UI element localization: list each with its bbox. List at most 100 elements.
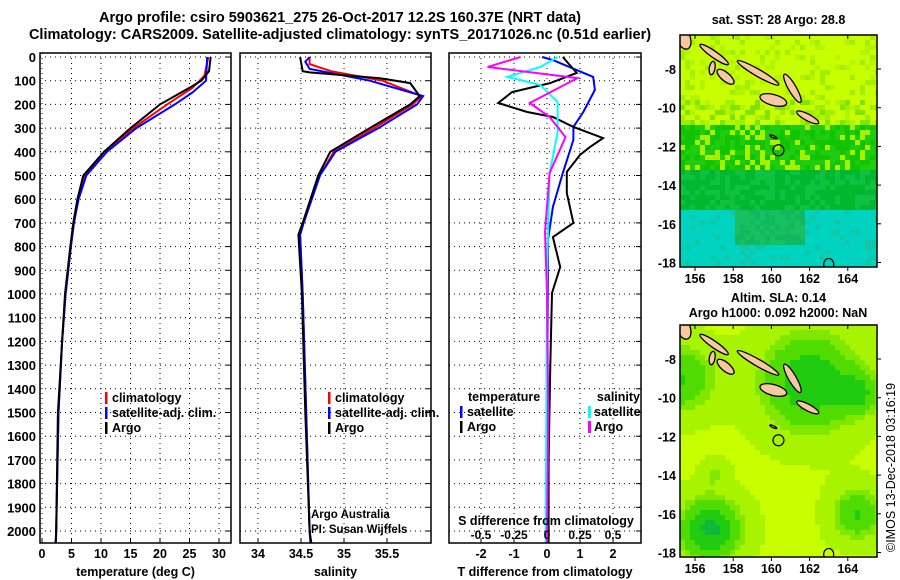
map-cell [730,65,736,71]
lon-tick-label: 164 [837,272,858,286]
map-cell [700,530,706,536]
map-cell [760,465,766,471]
sst-map [679,34,881,271]
map-cell [875,415,877,421]
map-cell [855,535,861,541]
map-cell [700,550,706,556]
map-cell [745,225,751,231]
map-cell [830,330,836,336]
map-cell [760,380,766,386]
map-cell [765,230,771,236]
map-cell [690,375,696,381]
map-cell [820,140,826,146]
map-cell [840,145,846,151]
map-cell [860,40,866,46]
map-cell [850,435,856,441]
map-cell [690,60,696,66]
map-cell [690,90,696,96]
map-cell [855,485,861,491]
map-cell [730,400,736,406]
map-cell [700,345,706,351]
map-cell [775,470,781,476]
map-cell [705,180,711,186]
map-cell [815,145,821,151]
map-cell [705,520,711,526]
map-cell [875,520,877,526]
map-cell [685,425,691,431]
map-cell [700,100,706,106]
map-cell [785,230,791,236]
map-cell [685,175,691,181]
map-cell [755,180,761,186]
map-cell [700,325,706,331]
map-cell [780,525,786,531]
x-tick-label: 1 [577,547,584,561]
map-cell [760,445,766,451]
map-cell [760,410,766,416]
map-cell [725,375,731,381]
map-cell [770,465,776,471]
map-cell [835,500,841,506]
map-cell [690,505,696,511]
map-cell [695,35,701,41]
map-cell [750,170,756,176]
map-cell [680,375,686,381]
map-cell [735,185,741,191]
map-cell [870,85,876,91]
map-cell [685,360,691,366]
map-cell [735,100,741,106]
map-cell [695,355,701,361]
map-cell [735,410,741,416]
map-cell [780,540,786,546]
map-cell [805,85,811,91]
map-cell [825,110,831,116]
map-cell [740,235,746,241]
map-cell [780,75,786,81]
map-cell [805,130,811,136]
map-cell [770,355,776,361]
map-cell [805,495,811,501]
map-cell [685,135,691,141]
map-cell [745,545,751,551]
map-cell [825,340,831,346]
map-cell [865,95,871,101]
map-cell [860,205,866,211]
map-cell [730,375,736,381]
map-cell [865,165,871,171]
map-cell [710,515,716,521]
map-cell [810,200,816,206]
map-cell [860,105,866,111]
map-cell [780,165,786,171]
map-cell [745,550,751,556]
map-cell [820,360,826,366]
map-cell [850,190,856,196]
map-cell [855,40,861,46]
map-cell [700,535,706,541]
map-cell [680,350,686,356]
map-cell [790,200,796,206]
map-cell [750,150,756,156]
map-cell [785,115,791,121]
map-cell [785,390,791,396]
map-cell [680,215,686,221]
map-cell [775,450,781,456]
map-cell [820,440,826,446]
map-cell [685,500,691,506]
map-cell [685,245,691,251]
map-cell [690,380,696,386]
map-cell [840,355,846,361]
diff-legend-title-temperature: temperature [468,390,540,404]
map-cell [685,190,691,196]
map-cell [695,410,701,416]
map-cell [835,490,841,496]
map-cell [830,425,836,431]
map-cell [735,150,741,156]
map-cell [765,495,771,501]
map-cell [720,65,726,71]
map-cell [710,390,716,396]
map-cell [865,530,871,536]
map-cell [705,550,711,556]
map-cell [855,65,861,71]
map-cell [710,220,716,226]
map-cell [835,185,841,191]
